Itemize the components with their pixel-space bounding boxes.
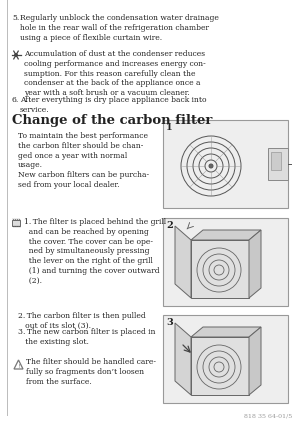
Polygon shape	[175, 323, 191, 395]
FancyBboxPatch shape	[191, 240, 249, 298]
Text: Change of the carbon filter: Change of the carbon filter	[12, 114, 212, 127]
Text: 2: 2	[166, 221, 173, 230]
Circle shape	[15, 54, 17, 56]
Text: 2. The carbon filter is then pulled
   out of its slot (3).: 2. The carbon filter is then pulled out …	[18, 312, 146, 330]
Polygon shape	[249, 327, 261, 395]
Text: 818 35 64-01/5: 818 35 64-01/5	[244, 413, 292, 418]
Polygon shape	[191, 327, 261, 337]
Text: 5.: 5.	[12, 14, 19, 22]
Text: To maintain the best performance
the carbon filter should be chan-
ged once a ye: To maintain the best performance the car…	[18, 132, 149, 189]
FancyBboxPatch shape	[271, 152, 281, 170]
FancyBboxPatch shape	[191, 337, 249, 395]
FancyBboxPatch shape	[268, 148, 288, 180]
Polygon shape	[175, 226, 191, 298]
Polygon shape	[249, 230, 261, 298]
Text: After everything is dry place appliance back into
service.: After everything is dry place appliance …	[20, 96, 206, 114]
Text: !: !	[17, 363, 20, 368]
FancyBboxPatch shape	[163, 218, 288, 306]
Text: 3: 3	[166, 318, 173, 327]
Text: The filter should be handled care-
fully so fragments don’t loosen
from the surf: The filter should be handled care- fully…	[26, 358, 156, 385]
Polygon shape	[191, 230, 261, 240]
FancyBboxPatch shape	[163, 120, 288, 208]
Circle shape	[209, 164, 213, 168]
FancyBboxPatch shape	[12, 220, 20, 226]
Text: 3. The new carbon filter is placed in
   the existing slot.: 3. The new carbon filter is placed in th…	[18, 328, 155, 346]
Text: Regularly unblock the condensation water drainage
hole in the rear wall of the r: Regularly unblock the condensation water…	[20, 14, 219, 42]
Text: 6.: 6.	[12, 96, 19, 104]
FancyBboxPatch shape	[163, 315, 288, 403]
Text: 1: 1	[166, 123, 172, 132]
Text: Accumulation of dust at the condenser reduces
cooling performance and increases : Accumulation of dust at the condenser re…	[24, 50, 206, 97]
Text: 1. The filter is placed behind the grill
  and can be reached by opening
  the c: 1. The filter is placed behind the grill…	[24, 218, 166, 285]
